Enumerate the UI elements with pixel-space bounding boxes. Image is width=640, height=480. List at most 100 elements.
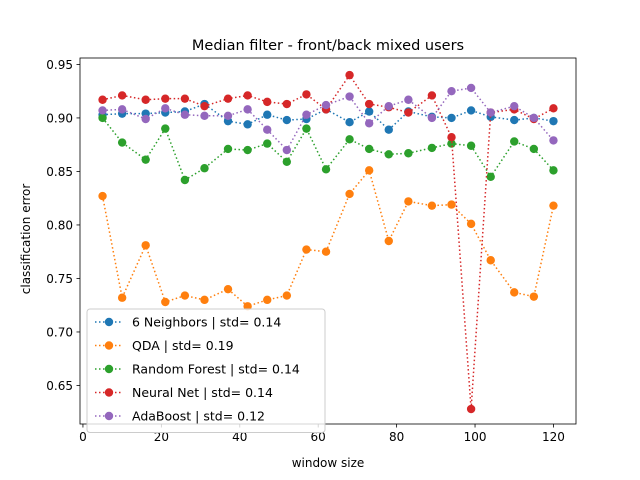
data-point-s1-0	[98, 191, 107, 201]
data-point-s3-15	[404, 108, 413, 117]
x-tick-label: 60	[311, 430, 326, 444]
data-point-s2-3	[161, 124, 170, 133]
data-point-s1-19	[486, 256, 495, 265]
data-point-s3-3	[161, 94, 170, 103]
data-point-s3-0	[98, 95, 107, 104]
data-point-s2-12	[345, 135, 354, 144]
data-point-s4-12	[345, 92, 354, 101]
data-point-s0-7	[243, 120, 252, 129]
x-tick-label: 0	[79, 430, 87, 444]
data-point-s3-6	[223, 94, 233, 103]
data-point-s1-21	[529, 292, 539, 301]
data-point-s4-22	[549, 136, 558, 145]
data-point-s0-13	[364, 107, 374, 116]
data-point-s0-18	[466, 106, 476, 115]
data-point-s3-13	[364, 99, 374, 109]
data-point-s2-19	[486, 172, 495, 181]
data-point-s4-3	[161, 104, 170, 113]
data-point-s4-1	[117, 105, 127, 114]
x-tick-label: 120	[542, 430, 565, 444]
data-point-s4-16	[427, 113, 437, 123]
data-point-s3-18	[466, 404, 476, 414]
y-tick-label: 0.95	[46, 58, 73, 72]
data-point-s2-10	[302, 124, 311, 133]
data-point-s1-22	[549, 201, 558, 210]
data-point-s1-2	[141, 241, 150, 250]
data-point-s2-16	[427, 143, 437, 153]
data-point-s0-20	[510, 115, 519, 125]
data-point-s1-9	[282, 291, 292, 300]
data-point-s4-17	[447, 86, 456, 96]
legend-box	[86, 308, 326, 433]
legend-marker-4	[104, 411, 114, 421]
data-point-s1-5	[200, 295, 209, 305]
data-point-s4-8	[263, 125, 272, 134]
data-point-s4-20	[510, 101, 519, 111]
data-point-s2-22	[549, 166, 558, 175]
data-point-s4-9	[282, 145, 292, 155]
data-point-s2-13	[364, 144, 374, 154]
x-tick-label: 40	[232, 430, 247, 444]
data-point-s2-9	[282, 157, 292, 167]
data-point-s1-15	[404, 197, 413, 206]
data-point-s3-22	[549, 104, 558, 113]
data-point-s2-17	[447, 139, 456, 148]
data-point-s2-18	[466, 141, 476, 150]
data-point-s0-22	[549, 116, 558, 126]
y-tick-label: 0.80	[46, 218, 73, 232]
data-point-s2-5	[200, 164, 209, 173]
data-point-s2-2	[141, 155, 150, 164]
data-point-s4-7	[243, 105, 252, 114]
data-point-s3-2	[141, 95, 150, 104]
data-point-s4-5	[200, 111, 209, 120]
x-axis-label: window size	[292, 456, 365, 470]
data-point-s0-17	[447, 113, 456, 123]
data-point-s1-20	[510, 288, 519, 297]
axes-frame	[79, 57, 577, 425]
data-point-s1-4	[180, 291, 190, 300]
data-point-s2-1	[117, 138, 127, 147]
data-point-s2-11	[321, 165, 331, 174]
data-point-s2-4	[180, 175, 190, 185]
data-point-s4-10	[302, 110, 311, 119]
y-tick-label: 0.90	[46, 111, 73, 125]
data-point-s3-9	[282, 99, 292, 109]
legend-label-0: 6 Neighbors | std= 0.14	[132, 315, 281, 330]
y-tick-label: 0.85	[46, 165, 73, 179]
y-tick-label: 0.65	[46, 379, 73, 393]
data-point-s4-6	[223, 111, 233, 120]
data-point-s3-8	[263, 97, 272, 107]
data-point-s4-18	[466, 83, 476, 93]
data-point-s2-8	[263, 139, 272, 148]
data-point-s3-16	[427, 91, 437, 100]
y-axis-label: classification error	[19, 184, 33, 295]
legend-marker-0	[104, 317, 114, 327]
legend-label-4: AdaBoost | std= 0.12	[132, 409, 265, 424]
data-point-s4-14	[384, 101, 393, 111]
data-point-s1-14	[384, 236, 393, 246]
data-point-s4-15	[404, 95, 413, 104]
data-point-s1-6	[223, 284, 233, 294]
data-point-s1-8	[263, 295, 272, 305]
data-point-s3-4	[180, 94, 190, 103]
data-point-s3-5	[200, 101, 209, 111]
y-tick-label: 0.75	[46, 272, 73, 286]
data-point-s0-9	[282, 115, 292, 125]
legend-marker-3	[104, 388, 114, 397]
data-point-s2-14	[384, 150, 393, 159]
data-point-s0-14	[384, 125, 393, 134]
data-point-s1-3	[161, 297, 170, 307]
data-point-s2-6	[223, 144, 233, 154]
series-line-3	[102, 73, 554, 410]
data-point-s4-4	[180, 110, 190, 119]
data-point-s1-13	[364, 166, 374, 175]
data-point-s3-17	[447, 132, 456, 142]
data-point-s4-0	[98, 106, 107, 115]
data-point-s3-10	[302, 90, 311, 99]
plot-area: 0 20 40 60 80 100 120 0.65 0.70 0.75 0.80 0.85 0.90 0…	[46, 57, 577, 444]
data-point-s3-12	[345, 70, 354, 80]
series-line-4	[102, 87, 555, 152]
data-point-s2-0	[98, 113, 107, 123]
legend-label-1: QDA | std= 0.19	[132, 338, 234, 353]
